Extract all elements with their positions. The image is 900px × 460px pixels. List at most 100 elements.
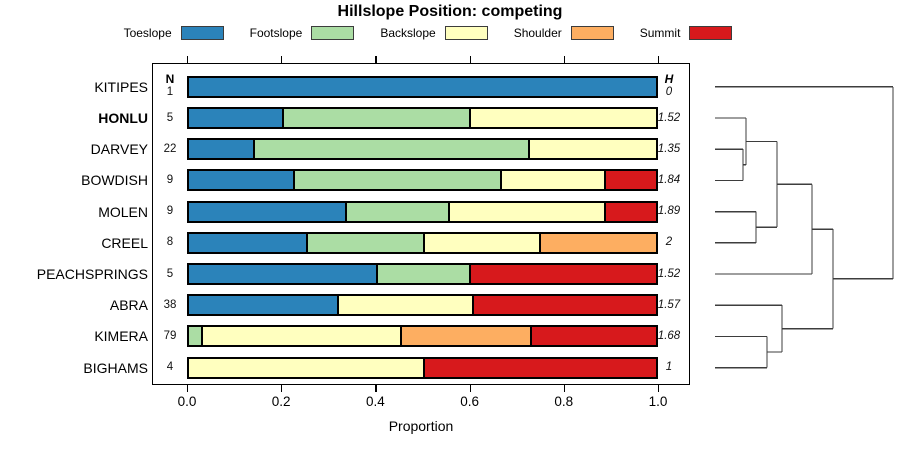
bar-segment-toeslope bbox=[189, 233, 306, 252]
bar-segment-toeslope bbox=[189, 202, 345, 221]
h-value: 1.84 bbox=[657, 173, 681, 186]
bar-segment-toeslope bbox=[189, 109, 283, 127]
bar bbox=[187, 294, 658, 317]
bar-segment-footslope bbox=[344, 202, 449, 221]
legend-label: Footslope bbox=[249, 26, 303, 40]
n-value: 38 bbox=[163, 298, 177, 311]
legend-item: Toeslope bbox=[124, 26, 224, 40]
series-label: KITIPES bbox=[94, 78, 148, 95]
x-tick-label: 1.0 bbox=[648, 394, 668, 409]
bar bbox=[187, 263, 658, 285]
bar-segment-backslope bbox=[469, 109, 656, 127]
x-tick bbox=[281, 385, 283, 392]
bar-segment-backslope bbox=[422, 233, 540, 252]
bar-segment-footslope bbox=[292, 171, 501, 190]
legend-swatch bbox=[180, 26, 224, 40]
h-value: 2 bbox=[665, 236, 673, 249]
bar-segment-backslope bbox=[189, 358, 423, 377]
bar bbox=[187, 107, 658, 129]
x-tick-top bbox=[563, 56, 565, 63]
legend-label: Toeslope bbox=[123, 26, 172, 40]
bar bbox=[187, 200, 658, 223]
h-value: 1 bbox=[665, 361, 673, 374]
x-axis-label: Proportion bbox=[388, 418, 454, 434]
legend: Toeslope Footslope Backslope Shoulder Summit bbox=[0, 26, 856, 40]
x-tick-label: 0.0 bbox=[177, 394, 197, 409]
bar-segment-backslope bbox=[336, 296, 472, 315]
bar-segment-shoulder bbox=[400, 327, 530, 346]
x-tick-top bbox=[375, 56, 377, 63]
bar-segment-toeslope bbox=[189, 296, 337, 315]
n-value: 22 bbox=[163, 142, 177, 155]
bar-segment-toeslope bbox=[189, 171, 293, 190]
bar-segment-summit bbox=[529, 327, 656, 346]
h-value: 0 bbox=[665, 85, 673, 98]
h-value: 1.57 bbox=[657, 298, 681, 311]
bar bbox=[187, 325, 658, 348]
x-tick bbox=[469, 385, 471, 392]
bar-segment-footslope bbox=[375, 265, 470, 283]
x-tick-top bbox=[187, 56, 189, 63]
legend-swatch bbox=[311, 26, 355, 40]
h-column-header: H bbox=[664, 71, 674, 86]
bar-segment-footslope bbox=[305, 233, 423, 252]
bar-segment-backslope bbox=[528, 140, 656, 159]
legend-item: Backslope bbox=[380, 26, 488, 40]
legend-swatch bbox=[570, 26, 614, 40]
legend-swatch bbox=[444, 26, 488, 40]
x-tick bbox=[375, 385, 377, 392]
x-tick bbox=[658, 385, 660, 392]
legend-item: Summit bbox=[640, 26, 733, 40]
n-value: 1 bbox=[166, 85, 174, 98]
legend-label: Backslope bbox=[380, 26, 436, 40]
bar bbox=[187, 138, 658, 161]
bar-segment-backslope bbox=[448, 202, 605, 221]
bar-segment-footslope bbox=[282, 109, 470, 127]
bar-segment-summit bbox=[471, 296, 656, 315]
series-label: CREEL bbox=[101, 234, 148, 251]
n-value: 79 bbox=[163, 329, 177, 342]
bar-segment-backslope bbox=[500, 171, 604, 190]
series-label: PEACHSPRINGS bbox=[36, 266, 148, 282]
series-label: HONLU bbox=[98, 110, 148, 126]
x-tick bbox=[187, 385, 189, 392]
n-value: 5 bbox=[166, 267, 174, 280]
bar-segment-toeslope bbox=[189, 140, 253, 159]
series-label: BOWDISH bbox=[81, 172, 148, 189]
n-value: 4 bbox=[166, 361, 174, 374]
chart-title: Hillslope Position: competing bbox=[337, 3, 563, 20]
bar bbox=[187, 169, 658, 192]
n-value: 8 bbox=[166, 236, 174, 249]
series-label: ABRA bbox=[109, 297, 148, 314]
legend-label: Summit bbox=[639, 26, 681, 40]
n-value: 9 bbox=[166, 173, 174, 186]
h-value: 1.89 bbox=[657, 205, 681, 218]
bar-segment-footslope bbox=[189, 327, 201, 346]
x-tick-label: 0.4 bbox=[366, 394, 385, 409]
legend-label: Shoulder bbox=[513, 26, 562, 40]
bar-segment-toeslope bbox=[189, 265, 376, 283]
plot-box bbox=[152, 63, 690, 385]
h-value: 1.52 bbox=[657, 267, 681, 280]
x-tick-label: 0.8 bbox=[554, 394, 574, 409]
series-label: KIMERA bbox=[94, 328, 148, 345]
bar-segment-summit bbox=[422, 358, 656, 377]
bar bbox=[187, 231, 658, 254]
n-value: 5 bbox=[166, 111, 174, 124]
n-value: 9 bbox=[166, 205, 174, 218]
bar-segment-summit bbox=[603, 171, 656, 190]
x-tick-top bbox=[469, 56, 471, 63]
x-tick-label: 0.2 bbox=[271, 394, 291, 409]
series-label: BIGHAMS bbox=[83, 359, 148, 376]
x-tick bbox=[563, 385, 565, 392]
bar bbox=[187, 356, 658, 379]
bar-segment-shoulder bbox=[539, 233, 656, 252]
series-label: MOLEN bbox=[98, 203, 148, 220]
bar-segment-footslope bbox=[252, 140, 529, 159]
legend-item: Footslope bbox=[250, 26, 355, 40]
h-value: 1.52 bbox=[657, 111, 681, 124]
bar-segment-summit bbox=[469, 265, 656, 283]
x-tick-top bbox=[281, 56, 283, 63]
series-label: DARVEY bbox=[90, 141, 148, 158]
